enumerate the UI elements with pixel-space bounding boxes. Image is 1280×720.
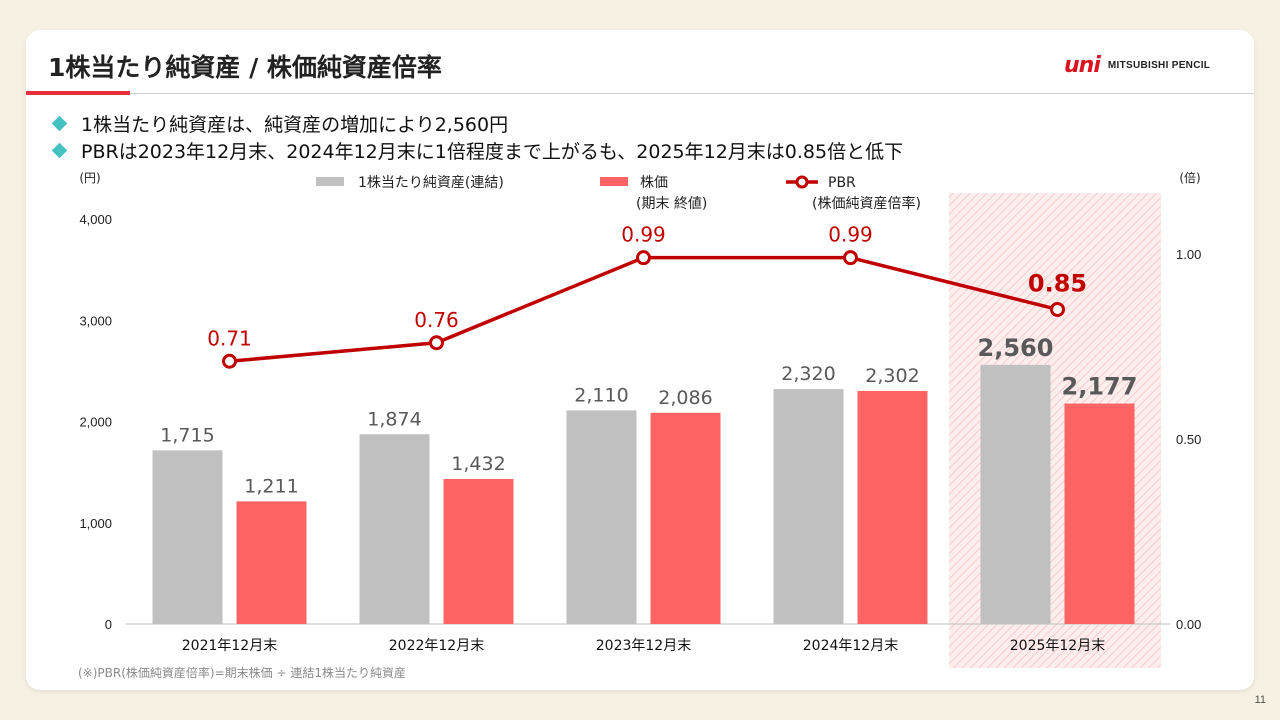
summary-bullets: 1株当たり純資産は、純資産の増加により2,560円 PBRは2023年12月末、…: [50, 110, 903, 164]
legend-price-sublabel: (期末 終値): [636, 196, 707, 212]
legend-bps-swatch: [316, 177, 344, 186]
price-value-label: 1,211: [244, 475, 298, 497]
bps-bar: [152, 450, 223, 624]
pbr-value-label: 0.99: [621, 223, 666, 247]
chart-footnote: (※)PBR(株価純資産倍率)=期末株価 ÷ 連結1株当たり純資産: [78, 665, 406, 680]
title-accent-bar: [26, 91, 130, 95]
y-right-tick-label: 0.00: [1176, 617, 1201, 632]
y-left-unit: (円): [79, 171, 100, 185]
y-left-tick-label: 3,000: [79, 313, 112, 328]
x-tick-label: 2022年12月末: [389, 638, 484, 654]
bps-value-label: 2,110: [574, 384, 628, 406]
bps-value-label: 1,715: [160, 424, 214, 446]
bps-bar: [980, 364, 1051, 624]
y-left-tick-label: 2,000: [79, 415, 112, 430]
bps-bar: [773, 389, 844, 624]
price-bar: [857, 390, 928, 624]
y-right-unit: (倍): [1179, 170, 1200, 185]
bps-value-label: 2,560: [978, 334, 1054, 362]
legend-pbr-marker: [795, 175, 809, 189]
logo-mark: uni: [1064, 53, 1101, 78]
company-logo: uni MITSUBISHI PENCIL: [1064, 53, 1210, 78]
bps-value-label: 1,874: [367, 408, 421, 430]
pbr-value-label: 0.71: [207, 326, 252, 350]
x-tick-label: 2023年12月末: [596, 638, 691, 654]
x-tick-label: 2021年12月末: [182, 638, 277, 654]
bullet-text: PBRは2023年12月末、2024年12月末に1倍程度まで上がるも、2025年…: [81, 141, 904, 163]
pbr-line: [229, 255, 1058, 363]
y-left-tick-label: 4,000: [79, 212, 112, 227]
legend-price-swatch: [600, 177, 628, 186]
x-tick-label: 2024年12月末: [803, 638, 898, 654]
y-right-tick-label: 1.00: [1176, 247, 1201, 262]
bullet-item: 1株当たり純資産は、純資産の増加により2,560円: [50, 110, 903, 137]
page-title: 1株当たり純資産 / 株価純資産倍率: [48, 53, 442, 82]
y-left-tick-label: 0: [105, 617, 112, 632]
logo-text: MITSUBISHI PENCIL: [1107, 60, 1211, 71]
y-left-tick-label: 1,000: [79, 516, 112, 531]
pbr-value-label: 0.99: [828, 223, 873, 247]
bullet-text: 1株当たり純資産は、純資産の増加により2,560円: [81, 114, 509, 136]
pbr-point: [1050, 301, 1065, 317]
page-number: 11: [1254, 694, 1266, 706]
y-right-tick-label: 0.50: [1176, 432, 1201, 447]
price-value-label: 2,086: [658, 387, 712, 409]
legend-bps-label: 1株当たり純資産(連結): [358, 175, 504, 191]
title-divider: [26, 93, 1254, 94]
price-bar: [1064, 403, 1135, 624]
legend-pbr-sublabel: (株価純資産倍率): [812, 195, 921, 212]
legend-pbr-label: PBR: [828, 175, 856, 191]
bullet-item: PBRは2023年12月末、2024年12月末に1倍程度まで上がるも、2025年…: [50, 137, 903, 164]
pbr-point: [636, 250, 651, 266]
price-bar: [236, 501, 307, 624]
price-bar: [443, 479, 514, 624]
pbr-point: [222, 353, 237, 369]
pbr-point: [843, 250, 858, 266]
bps-bar: [359, 434, 430, 624]
bps-bar: [566, 410, 637, 624]
pbr-value-label: 0.85: [1028, 269, 1087, 297]
price-value-label: 2,302: [865, 365, 919, 387]
price-bar: [650, 412, 721, 624]
pbr-value-label: 0.76: [414, 308, 459, 332]
bps-value-label: 2,320: [781, 363, 835, 385]
legend-price-label: 株価: [640, 175, 668, 191]
x-tick-label: 2025年12月末: [1010, 638, 1105, 654]
price-value-label: 2,177: [1062, 373, 1138, 401]
pbr-point: [429, 335, 444, 351]
price-value-label: 1,432: [451, 453, 505, 475]
